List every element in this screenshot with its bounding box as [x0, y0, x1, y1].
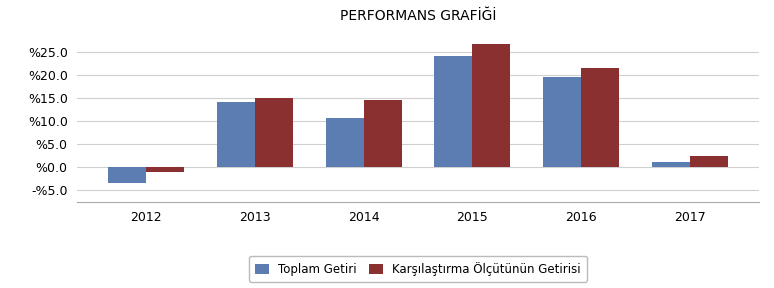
Bar: [652, 162, 690, 167]
Bar: [690, 156, 728, 167]
Bar: [434, 56, 472, 167]
Bar: [217, 102, 255, 167]
Bar: [326, 118, 364, 167]
Bar: [255, 98, 293, 167]
Bar: [472, 43, 510, 167]
Title: PERFORMANS GRAFİĞİ: PERFORMANS GRAFİĞİ: [340, 10, 496, 23]
Bar: [108, 167, 146, 183]
Bar: [364, 100, 402, 167]
Bar: [146, 167, 184, 172]
Bar: [581, 68, 619, 167]
Bar: [543, 77, 581, 167]
Legend: Toplam Getiri, Karşılaştırma Ölçütünün Getirisi: Toplam Getiri, Karşılaştırma Ölçütünün G…: [249, 256, 587, 282]
